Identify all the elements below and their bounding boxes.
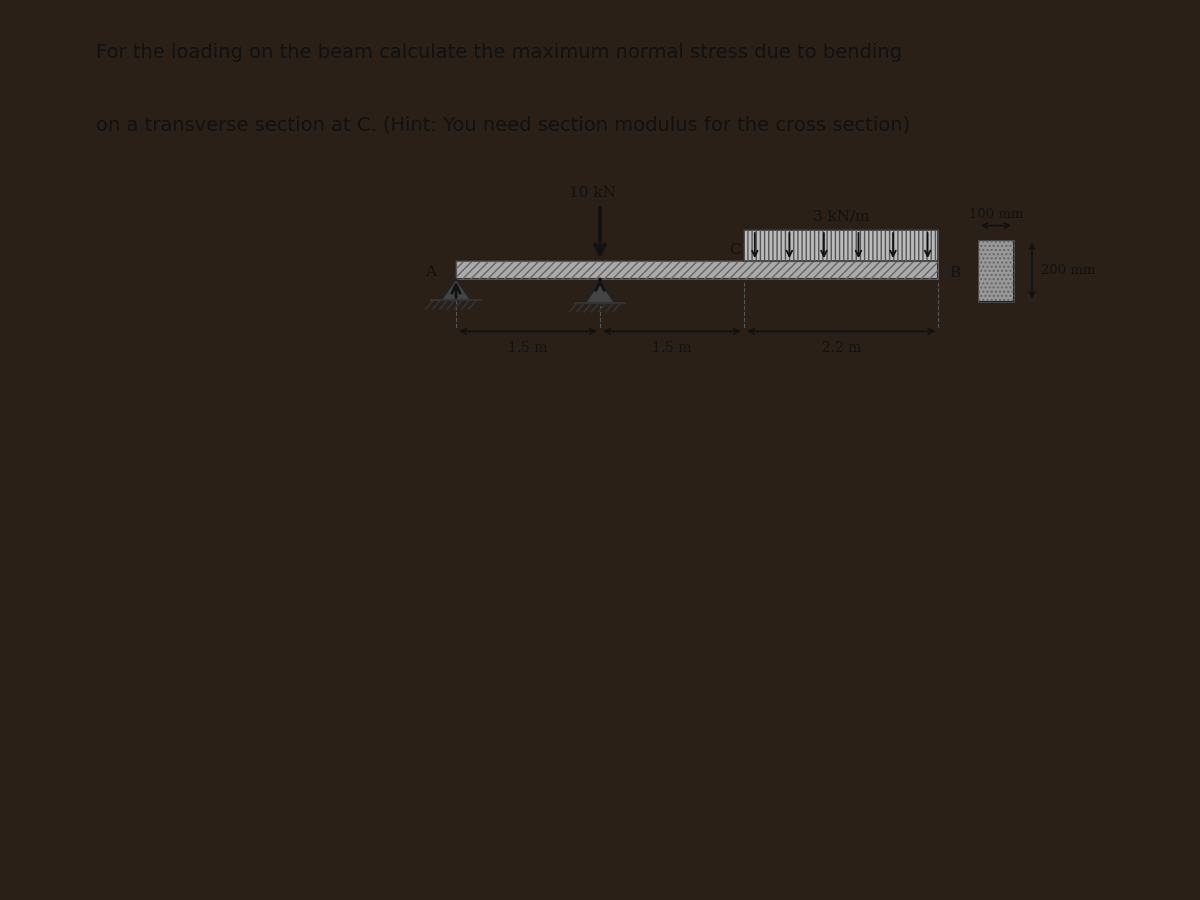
Bar (978, 239, 1014, 302)
Bar (456, 261, 938, 279)
Text: 200 mm: 200 mm (1040, 264, 1096, 277)
Text: B: B (949, 266, 960, 281)
Text: A: A (425, 266, 436, 279)
Text: C: C (728, 242, 740, 256)
Bar (978, 239, 1014, 302)
Text: 100 mm: 100 mm (968, 208, 1024, 221)
Bar (744, 230, 938, 261)
Text: on a transverse section at C. (Hint: You need section modulus for the cross sect: on a transverse section at C. (Hint: You… (96, 116, 911, 135)
Bar (456, 261, 938, 279)
Text: 2.2 m: 2.2 m (822, 341, 860, 356)
Text: 10 kN: 10 kN (569, 186, 617, 201)
Bar (744, 230, 938, 261)
Text: 3 kN/m: 3 kN/m (812, 210, 870, 223)
Text: For the loading on the beam calculate the maximum normal stress due to bending: For the loading on the beam calculate th… (96, 42, 902, 62)
Polygon shape (584, 282, 616, 303)
Text: 1.5 m: 1.5 m (653, 341, 691, 356)
Text: 1.5 m: 1.5 m (509, 341, 547, 356)
Polygon shape (440, 279, 472, 301)
